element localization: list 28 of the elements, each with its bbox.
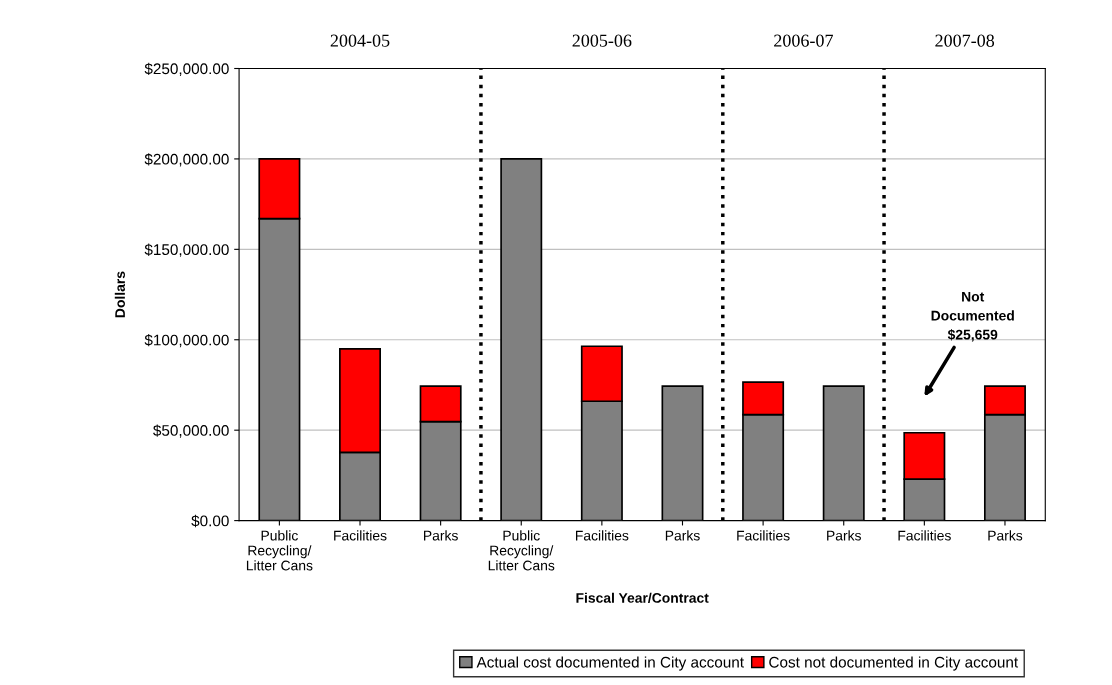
bar bbox=[661, 385, 704, 521]
x-tick-label: Facilities bbox=[576, 530, 629, 541]
x-tick-label: Facilities bbox=[334, 530, 387, 541]
text: 2004-05 bbox=[330, 34, 390, 47]
text: 2005-06 bbox=[572, 34, 632, 47]
x-tick-label: Parks bbox=[424, 530, 458, 541]
x-tick-label: Parks bbox=[665, 530, 700, 541]
x-tick-label: Public Recycling/ Litter Cans bbox=[246, 530, 313, 571]
legend-label: Cost not documented in City account bbox=[769, 656, 1019, 671]
y-tick-label: $0.00 bbox=[191, 514, 229, 528]
y-axis-title: Dollars bbox=[114, 271, 125, 318]
x-axis-title: Fiscal Year/Contract bbox=[576, 592, 709, 603]
x-tick-label: Parks bbox=[988, 530, 1023, 541]
x-tick-label: Facilities bbox=[898, 530, 951, 541]
x-tick-label: Public Recycling/ Litter Cans bbox=[488, 530, 555, 571]
legend-label: Actual cost documented in City account bbox=[476, 656, 744, 671]
x-tick-label: Parks bbox=[827, 530, 861, 541]
annotation: Not Documented $25,659 bbox=[931, 291, 1014, 342]
bar bbox=[500, 158, 543, 521]
text: 2007-08 bbox=[935, 34, 995, 47]
bar bbox=[822, 385, 865, 521]
y-tick-label: $50,000.00 bbox=[153, 424, 229, 438]
x-tick-label: Facilities bbox=[737, 530, 790, 541]
text: 2006-07 bbox=[774, 34, 833, 47]
y-tick-label: $100,000.00 bbox=[144, 333, 229, 348]
y-tick-label: $250,000.00 bbox=[144, 62, 229, 76]
y-tick-label: $200,000.00 bbox=[144, 153, 229, 167]
y-tick-label: $150,000.00 bbox=[144, 243, 229, 257]
